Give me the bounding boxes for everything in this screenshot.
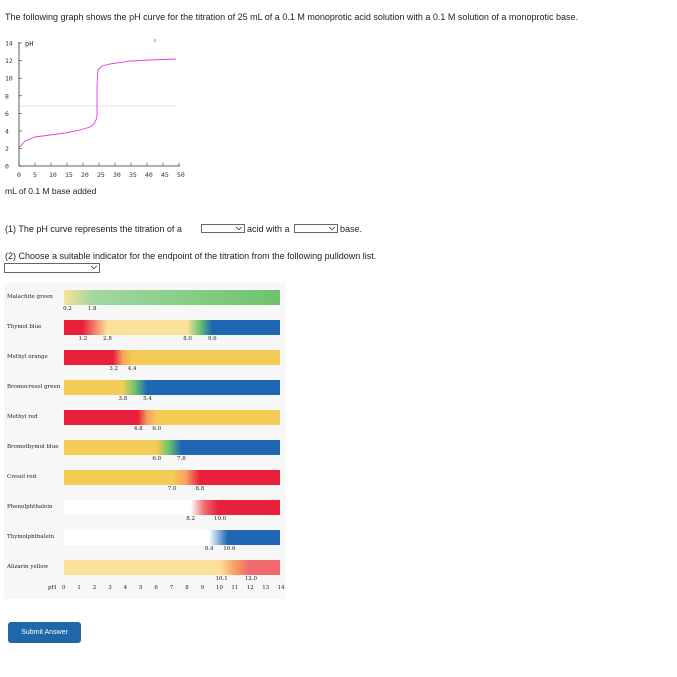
indicator-label-malachite-green: Malachite green xyxy=(7,294,53,300)
ph-axis-tick: 7 xyxy=(169,585,174,591)
ph-axis-tick: 2 xyxy=(92,585,97,591)
transition-value: 10.1 xyxy=(215,576,228,582)
indicator-select[interactable]: ⌵ xyxy=(4,262,100,273)
indicator-label-cresol-red: Cresol red xyxy=(7,474,37,480)
ph-axis-tick: 0 xyxy=(62,585,66,591)
y-tick-label: 4 xyxy=(5,128,9,136)
indicator-band-cresol-red xyxy=(64,470,280,485)
ph-axis-tick: 3 xyxy=(108,585,112,591)
ph-axis-label: pH xyxy=(48,585,57,591)
ph-axis-tick: 5 xyxy=(139,585,143,591)
indicator-band-methyl-red xyxy=(64,410,280,425)
y-tick-label: 14 xyxy=(5,40,13,48)
ph-axis-tick: 11 xyxy=(231,585,239,591)
base-strength-select[interactable]: ⌵ xyxy=(294,223,338,233)
transition-value: 4.4 xyxy=(127,366,137,372)
transition-value: 10.0 xyxy=(214,516,227,522)
x-tick-label: 45 xyxy=(161,171,169,179)
transition-value: 3.8 xyxy=(118,396,128,402)
transition-value: 1.2 xyxy=(78,336,88,342)
chevron-down-icon: ⌵ xyxy=(90,262,97,271)
transition-value: 10.6 xyxy=(223,546,236,552)
transition-value: 8.8 xyxy=(195,486,205,492)
ph-curve-line xyxy=(18,58,177,149)
ph-axis-tick: 9 xyxy=(200,585,205,591)
y-tick-label: 6 xyxy=(5,110,9,118)
transition-value: 3.2 xyxy=(109,366,119,372)
transition-value: 12.0 xyxy=(244,576,258,582)
transition-value: 7.6 xyxy=(177,456,186,462)
transition-value: 9.4 xyxy=(204,546,214,552)
x-tick-label: 40 xyxy=(145,171,153,179)
transition-value: 8.2 xyxy=(186,516,196,522)
indicator-band-bromothymol-blue xyxy=(64,440,280,455)
indicator-label-phenolphthalein: Phenolphthalein xyxy=(7,504,53,510)
chevron-down-icon: ⌵ xyxy=(235,223,242,232)
q1-prefix: (1) The pH curve represents the titratio… xyxy=(5,224,182,234)
transition-value: 6.0 xyxy=(152,456,162,462)
ph-axis-tick: 6 xyxy=(154,585,158,591)
indicator-label-bromocresol-green: Bromocresol green xyxy=(7,384,61,390)
y-tick-label: 2 xyxy=(5,145,9,153)
indicator-band-thymolphthalein xyxy=(64,530,280,545)
chevron-down-icon: ⌵ xyxy=(328,223,335,232)
y-tick-labels: 14 12 10 8 6 4 2 0 xyxy=(5,40,22,171)
x-tick-label: 30 xyxy=(113,171,121,179)
x-tick-label: 10 xyxy=(49,171,57,179)
transition-value: 5.4 xyxy=(143,396,152,402)
transition-value: 0.2 xyxy=(63,306,72,312)
ph-axis-tick: 4 xyxy=(123,585,128,591)
indicator-band-methyl-orange xyxy=(64,350,280,365)
transition-value: 8.0 xyxy=(183,336,192,342)
intro-text: The following graph shows the pH curve f… xyxy=(5,12,578,22)
indicator-band-alizarin-yellow xyxy=(64,560,280,575)
indicator-label-alizarin-yellow: Alizarin yellow xyxy=(7,564,49,570)
transition-value: 2.8 xyxy=(103,336,112,342)
x-tick-label: 15 xyxy=(65,171,73,179)
indicator-label-methyl-orange: Methyl orange xyxy=(7,354,48,360)
graph-x-label: mL of 0.1 M base added xyxy=(5,186,97,196)
acid-strength-select[interactable]: ⌵ xyxy=(201,223,245,233)
indicator-label-methyl-red: Methyl red xyxy=(7,414,38,420)
question-2: (2) Choose a suitable indicator for the … xyxy=(5,251,377,261)
indicator-band-bromocresol-green xyxy=(64,380,280,395)
x-tick-label: 25 xyxy=(97,171,105,179)
transition-value: 6.0 xyxy=(152,426,162,432)
y-tick-label: 12 xyxy=(5,57,13,65)
q1-suffix: base. xyxy=(340,224,363,234)
transition-value: 7.0 xyxy=(167,486,177,492)
q1-middle: acid with a xyxy=(247,224,290,234)
y-tick-label: 10 xyxy=(5,75,13,83)
y-tick-label: 8 xyxy=(5,92,9,100)
x-tick-labels: 0 5 10 15 20 25 30 35 40 45 50 xyxy=(17,163,185,179)
indicator-band-thymol-blue xyxy=(64,320,280,335)
submit-button[interactable]: Submit Answer xyxy=(8,622,81,643)
transition-value: 9.6 xyxy=(207,336,217,342)
ph-axis-tick: 8 xyxy=(185,585,189,591)
x-tick-label: 5 xyxy=(33,171,37,179)
ph-axis-tick: 12 xyxy=(246,585,254,591)
x-tick-label: 35 xyxy=(129,171,137,179)
indicator-band-malachite-green xyxy=(64,290,280,305)
indicator-band-phenolphthalein xyxy=(64,500,280,515)
ph-axis-tick: 1 xyxy=(77,585,81,591)
indicator-label-bromothymol-blue: Bromothymol blue xyxy=(7,444,59,450)
question-1: (1) The pH curve represents the titratio… xyxy=(5,224,182,234)
ph-axis-tick: 14 xyxy=(277,585,285,591)
y-tick-label: 0 xyxy=(5,163,9,171)
x-tick-label: 50 xyxy=(177,171,185,179)
x-tick-label: 0 xyxy=(17,171,21,179)
transition-value: 4.8 xyxy=(133,426,143,432)
ph-axis-tick: 13 xyxy=(262,585,270,591)
x-tick-label: 20 xyxy=(81,171,89,179)
indicator-label-thymol-blue: Thymol blue xyxy=(7,324,42,330)
ph-axis-tick: 10 xyxy=(216,585,223,591)
indicator-label-thymolphthalein: Thymolphthalein xyxy=(7,534,55,540)
transition-value: 1.8 xyxy=(87,306,97,312)
graph-y-label: pH xyxy=(25,40,33,48)
